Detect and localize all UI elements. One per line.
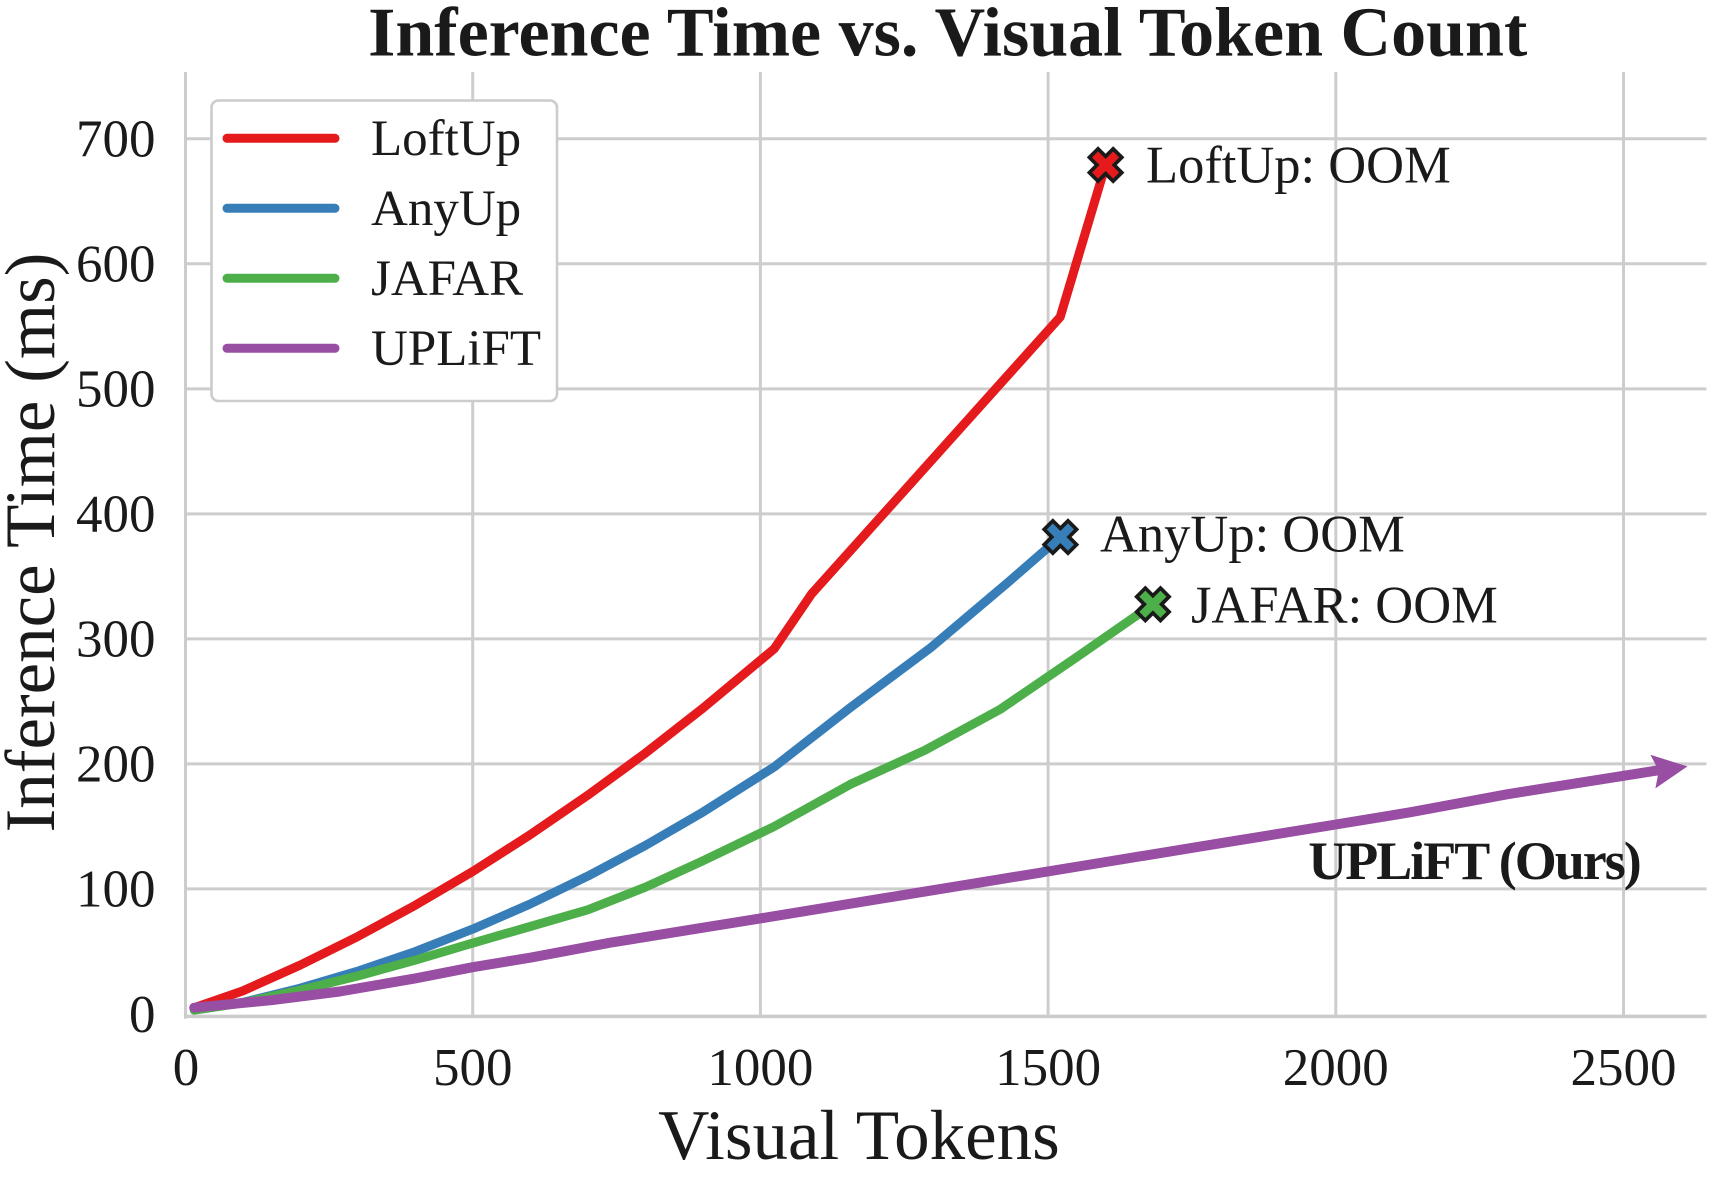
svg-text:200: 200 (76, 736, 156, 794)
svg-text:JAFAR: JAFAR (371, 251, 523, 307)
svg-text:100: 100 (76, 861, 156, 919)
svg-text:500: 500 (433, 1039, 513, 1097)
svg-text:1000: 1000 (707, 1039, 813, 1097)
svg-text:Inference Time (ms): Inference Time (ms) (0, 253, 70, 833)
svg-text:LoftUp: OOM: LoftUp: OOM (1146, 137, 1451, 195)
svg-text:600: 600 (76, 236, 156, 294)
svg-text:0: 0 (173, 1039, 200, 1097)
svg-text:400: 400 (76, 486, 156, 544)
svg-text:700: 700 (76, 111, 156, 169)
svg-text:AnyUp: OOM: AnyUp: OOM (1100, 506, 1405, 564)
svg-text:500: 500 (76, 361, 156, 419)
svg-text:UPLiFT: UPLiFT (371, 321, 541, 377)
svg-text:2000: 2000 (1283, 1039, 1389, 1097)
svg-text:1500: 1500 (995, 1039, 1101, 1097)
svg-text:LoftUp: LoftUp (371, 111, 521, 167)
svg-text:300: 300 (76, 611, 156, 669)
svg-text:0: 0 (129, 986, 156, 1044)
svg-text:UPLiFT (Ours): UPLiFT (Ours) (1308, 831, 1640, 891)
svg-text:Inference Time vs. Visual Toke: Inference Time vs. Visual Token Count (368, 0, 1527, 72)
svg-text:AnyUp: AnyUp (371, 181, 521, 237)
svg-text:JAFAR: OOM: JAFAR: OOM (1191, 577, 1498, 635)
svg-text:Visual Tokens: Visual Tokens (658, 1097, 1060, 1175)
svg-text:2500: 2500 (1571, 1039, 1677, 1097)
